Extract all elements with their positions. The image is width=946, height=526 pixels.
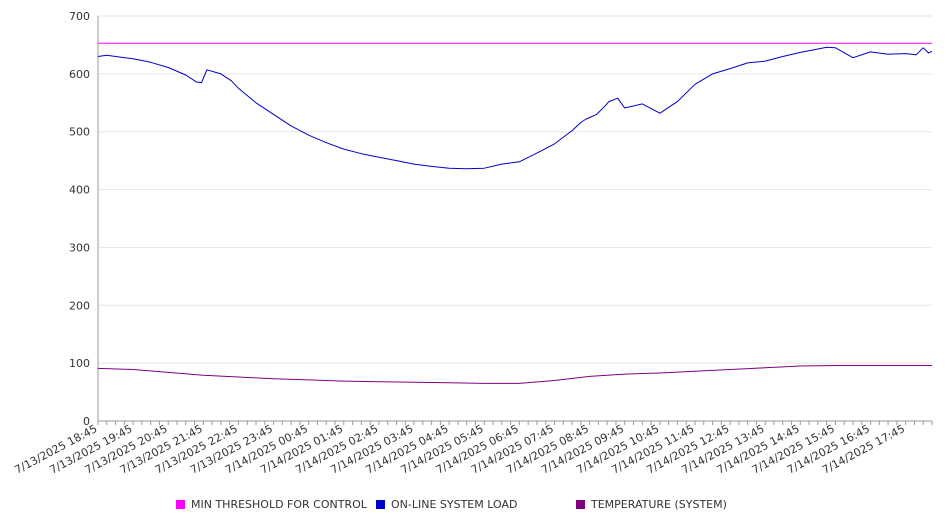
legend-swatch-min-threshold	[176, 500, 185, 509]
y-tick-labels: 0 100 200 300 400 500 600 700	[69, 10, 90, 428]
x-tick-labels: 7/13/2025 18:457/13/2025 19:457/13/2025 …	[12, 422, 907, 476]
series-temperature	[97, 365, 932, 384]
y-tick-label: 200	[69, 299, 90, 312]
legend-label-min-threshold: MIN THRESHOLD FOR CONTROL	[191, 498, 367, 511]
legend-item-system-load[interactable]: ON-LINE SYSTEM LOAD	[376, 498, 517, 511]
axes	[97, 16, 933, 425]
series-lines	[97, 42, 933, 384]
legend-label-system-load: ON-LINE SYSTEM LOAD	[391, 498, 518, 511]
legend-swatch-temperature	[576, 500, 585, 509]
legend: MIN THRESHOLD FOR CONTROL ON-LINE SYSTEM…	[0, 498, 946, 514]
legend-item-temperature[interactable]: TEMPERATURE (SYSTEM)	[576, 498, 727, 511]
y-tick-label: 700	[69, 10, 90, 23]
y-tick-label: 400	[69, 184, 90, 197]
legend-swatch-system-load	[376, 500, 385, 509]
legend-item-min-threshold[interactable]: MIN THRESHOLD FOR CONTROL	[176, 498, 367, 511]
y-tick-label: 500	[69, 126, 90, 139]
y-tick-label: 600	[69, 68, 90, 81]
legend-label-temperature: TEMPERATURE (SYSTEM)	[591, 498, 727, 511]
series-system-load	[97, 46, 933, 170]
y-tick-label: 0	[83, 415, 90, 428]
y-tick-label: 300	[69, 241, 90, 254]
y-tick-label: 100	[69, 357, 90, 370]
gridlines	[98, 15, 932, 364]
